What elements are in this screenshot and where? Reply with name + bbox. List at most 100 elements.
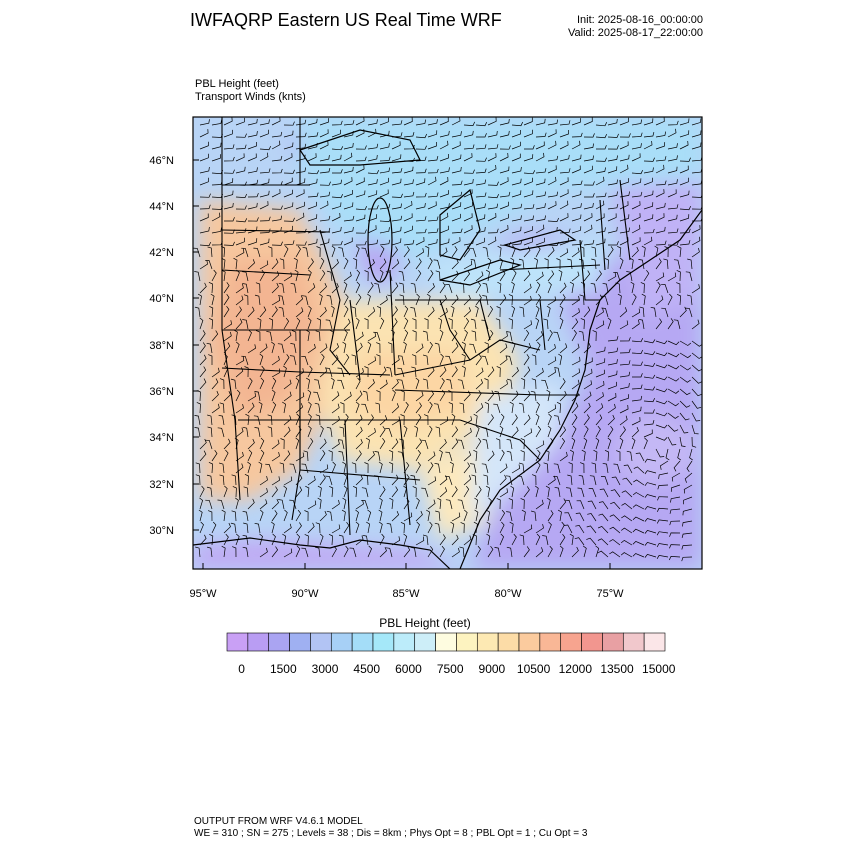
wind-barb <box>547 129 557 138</box>
lat-label: 44°N <box>149 201 174 213</box>
wind-barb <box>506 511 513 522</box>
wind-barb <box>511 190 522 198</box>
wind-barb <box>391 355 400 366</box>
wind-barb <box>576 500 585 510</box>
wind-barb <box>546 389 551 402</box>
wind-barb <box>233 257 238 270</box>
wind-barb <box>523 204 535 210</box>
wind-barb <box>199 354 207 366</box>
wind-barb <box>253 415 261 426</box>
wind-barb <box>506 331 513 342</box>
wind-barb <box>679 214 690 222</box>
wind-barb <box>361 403 369 414</box>
wind-barb <box>415 402 422 414</box>
wind-barb <box>235 533 240 546</box>
wind-barb <box>484 342 489 354</box>
wind-barb <box>283 142 294 150</box>
wind-barb <box>439 294 447 306</box>
wind-barb <box>475 237 485 246</box>
wind-barb <box>461 341 466 354</box>
wind-barb <box>235 228 247 234</box>
wind-barb <box>211 227 222 234</box>
wind-barb <box>211 330 219 342</box>
wind-barb <box>376 354 381 365</box>
wind-barb <box>643 429 653 438</box>
wind-barb <box>499 488 508 498</box>
wind-barb <box>475 168 487 174</box>
wind-barb <box>679 400 691 408</box>
wind-barb <box>367 205 379 210</box>
wind-barb <box>583 155 594 162</box>
wind-barb <box>427 521 433 534</box>
colorbar-label: 7500 <box>437 662 464 676</box>
wind-barb <box>427 216 439 222</box>
wind-barb <box>553 463 561 474</box>
lon-label: 75°W <box>596 588 624 600</box>
wind-barb <box>643 351 656 356</box>
wind-barb <box>343 318 351 330</box>
wind-barb <box>686 460 693 473</box>
wind-barb <box>567 258 573 270</box>
wind-barb <box>439 487 448 498</box>
wind-barb <box>247 377 253 390</box>
wind-barb <box>223 353 228 366</box>
wind-barb <box>415 377 420 390</box>
wind-barb <box>307 170 320 175</box>
wind-barb <box>291 330 297 342</box>
colorbar-label: 12000 <box>559 662 593 676</box>
wind-barb <box>633 479 645 486</box>
wind-barb <box>234 437 239 450</box>
wind-barb <box>643 214 654 222</box>
wind-barb <box>295 241 307 246</box>
wind-barb <box>283 426 291 438</box>
wind-barb <box>535 367 544 378</box>
wind-barb <box>199 450 207 462</box>
wind-barb <box>379 167 391 174</box>
wind-barb <box>511 269 517 282</box>
wind-barb <box>211 205 223 210</box>
wind-barb <box>497 281 502 294</box>
wind-barb <box>307 475 316 486</box>
wind-barb <box>451 366 458 378</box>
wind-barb <box>595 425 601 438</box>
wind-barb <box>319 257 325 270</box>
wind-barb <box>463 144 475 150</box>
wind-barb <box>247 153 257 162</box>
wind-barb <box>682 508 693 516</box>
wind-barb <box>435 270 441 282</box>
wind-barb <box>259 353 264 366</box>
wind-barb <box>643 118 654 126</box>
wind-barb <box>595 238 606 246</box>
wind-barb <box>554 367 561 378</box>
wind-barb <box>559 129 569 138</box>
wind-barb <box>459 546 465 558</box>
wind-barb <box>364 366 369 378</box>
wind-barb <box>463 260 473 270</box>
wind-barb <box>487 329 494 342</box>
wind-barb <box>463 307 472 318</box>
wind-barb <box>607 317 612 330</box>
wind-barb <box>271 241 283 246</box>
wind-barb <box>595 380 605 390</box>
wind-barb <box>470 463 477 474</box>
wind-barb <box>223 390 231 402</box>
wind-barb <box>389 449 394 462</box>
wind-barb <box>487 366 495 378</box>
wind-barb <box>559 213 569 222</box>
wind-barb <box>474 509 479 522</box>
wind-barb <box>667 318 674 330</box>
wind-barb <box>595 346 606 354</box>
wind-barb <box>439 329 444 342</box>
wind-barb <box>499 474 507 486</box>
wind-barb <box>355 269 361 282</box>
wind-barb <box>451 258 459 270</box>
wind-barb <box>210 293 215 306</box>
wind-barb <box>343 353 350 366</box>
wind-barb <box>485 269 490 282</box>
wind-barb <box>411 354 417 366</box>
wind-barb <box>427 192 439 198</box>
wind-barb <box>437 497 442 510</box>
wind-barb <box>259 547 268 558</box>
wind-barb <box>439 153 449 162</box>
wind-barb <box>283 509 288 522</box>
